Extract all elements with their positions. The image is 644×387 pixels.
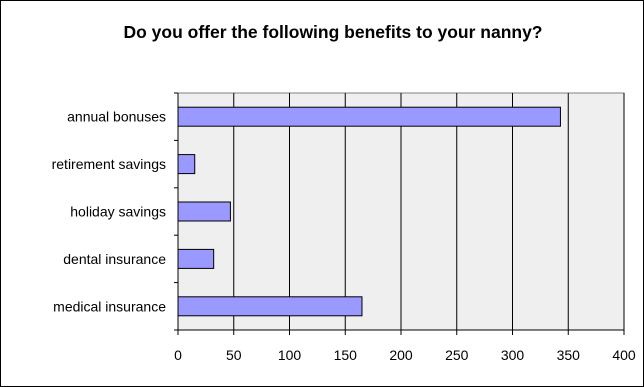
bar-dental-insurance — [177, 248, 215, 269]
category-label: annual bonuses — [67, 109, 166, 125]
x-tick-label: 0 — [174, 347, 182, 363]
x-tick-label: 400 — [612, 347, 636, 363]
category-label: dental insurance — [63, 251, 166, 267]
bar-annual-bonuses — [177, 106, 561, 127]
x-tick-label: 300 — [501, 347, 525, 363]
bars — [177, 106, 561, 317]
gridlines — [233, 93, 625, 330]
x-tick-label: 100 — [278, 347, 302, 363]
x-tick-label: 150 — [334, 347, 358, 363]
bar-retirement-savings — [177, 154, 196, 175]
x-tick-label: 50 — [226, 347, 242, 363]
chart-title: Do you offer the following benefits to y… — [123, 22, 543, 42]
category-label: holiday savings — [70, 204, 166, 220]
x-tick-label: 200 — [389, 347, 413, 363]
category-label: retirement savings — [52, 156, 166, 172]
bar-medical-insurance — [177, 296, 363, 317]
axes — [174, 92, 625, 335]
category-labels: annual bonuses retirement savings holiday … — [52, 109, 167, 315]
x-tick-labels: 0 50 100 150 200 250 300 350 400 — [174, 347, 636, 363]
x-tick-label: 350 — [557, 347, 581, 363]
bar-holiday-savings — [177, 201, 231, 222]
category-label: medical insurance — [53, 298, 166, 314]
x-tick-label: 250 — [445, 347, 469, 363]
